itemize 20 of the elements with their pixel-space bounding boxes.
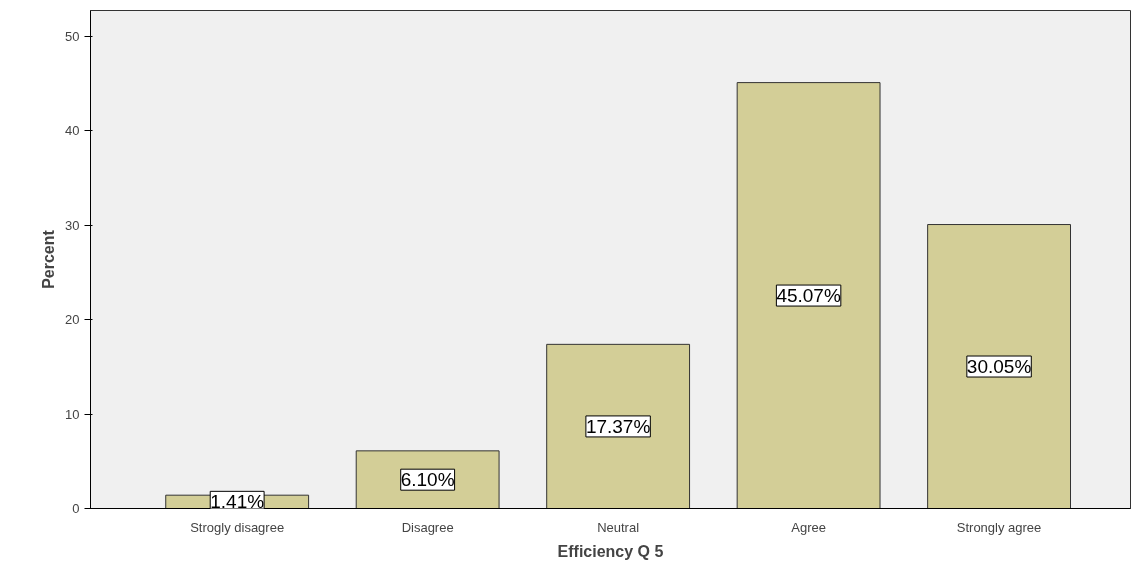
y-tick-label: 10 xyxy=(65,406,80,422)
data-label: 1.41% xyxy=(210,491,265,513)
bar xyxy=(736,82,881,509)
y-tick-label: 20 xyxy=(65,312,80,328)
y-tick-label: 30 xyxy=(65,217,80,233)
bar xyxy=(546,343,691,509)
y-axis-title: Percent xyxy=(40,229,58,289)
x-tick-label: Strongly agree xyxy=(956,519,1042,535)
bar xyxy=(927,224,1071,509)
x-tick-label: Disagree xyxy=(401,519,454,535)
y-tick-label: 40 xyxy=(65,123,80,139)
data-label: 30.05% xyxy=(966,356,1032,378)
x-axis-title: Efficiency Q 5 xyxy=(557,542,664,560)
y-tick-label: 50 xyxy=(65,28,80,44)
data-label: 17.37% xyxy=(585,415,651,437)
x-tick-label: Neutral xyxy=(597,519,640,535)
x-tick-label: Agree xyxy=(791,519,826,535)
data-label: 6.10% xyxy=(400,469,455,491)
x-tick-label: Strogly disagree xyxy=(190,519,285,535)
y-tick-label: 0 xyxy=(72,501,80,516)
